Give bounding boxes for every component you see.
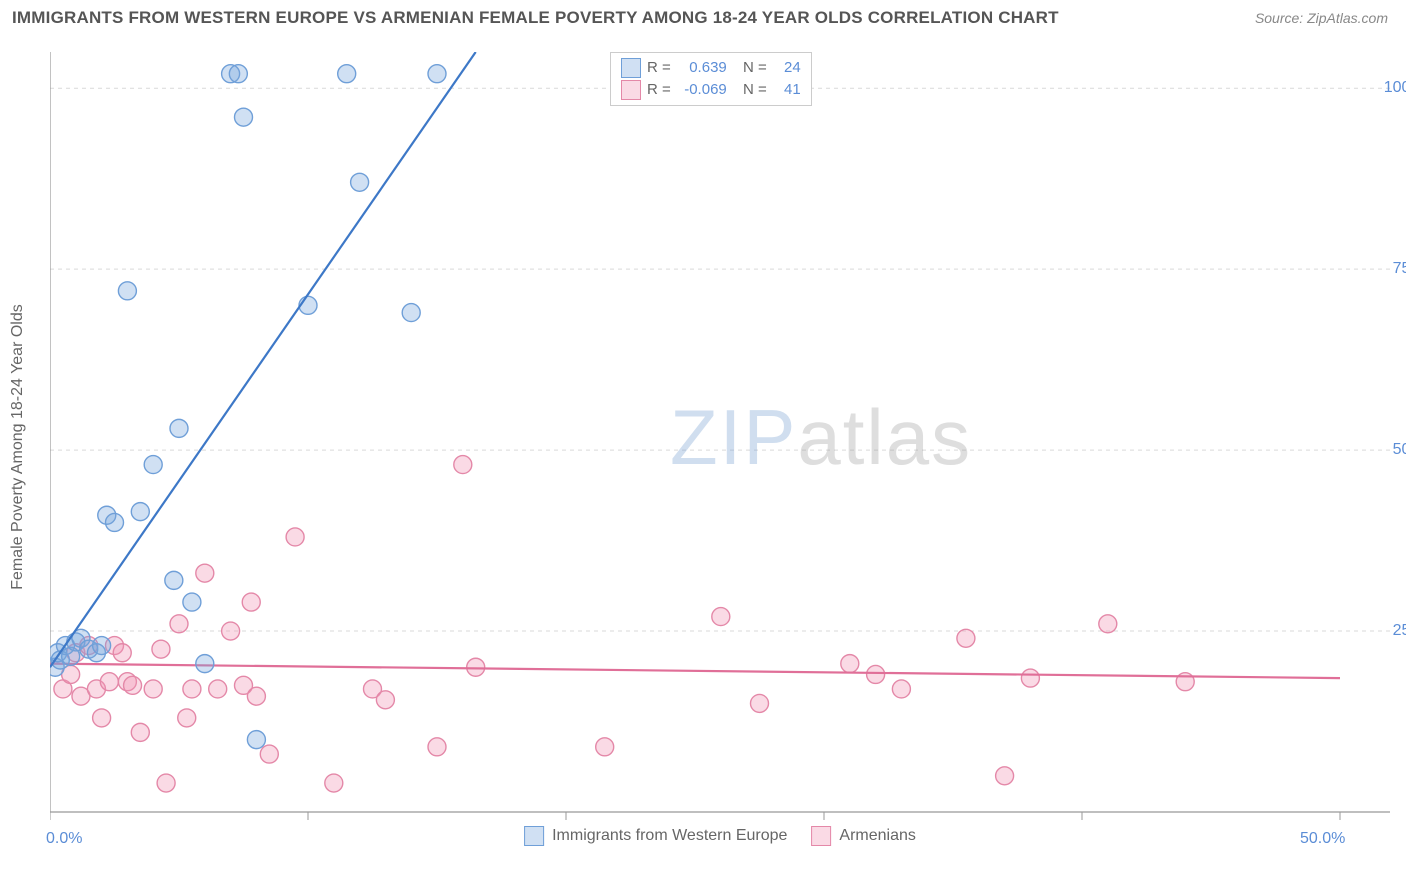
- x-tick-label: 50.0%: [1300, 830, 1345, 848]
- y-tick-label: 75.0%: [1393, 260, 1406, 278]
- r-value-a: 0.639: [677, 57, 727, 79]
- r-value-b: -0.069: [677, 79, 727, 101]
- chart-title: IMMIGRANTS FROM WESTERN EUROPE VS ARMENI…: [12, 8, 1059, 28]
- n-value-b: 41: [773, 79, 801, 101]
- swatch-series-a: [621, 58, 641, 78]
- legend-item-b: Armenians: [811, 826, 915, 846]
- x-tick-label: 0.0%: [46, 830, 82, 848]
- y-tick-label: 50.0%: [1393, 441, 1406, 459]
- n-value-a: 24: [773, 57, 801, 79]
- scatter-plot: [50, 52, 1390, 842]
- source-attribution: Source: ZipAtlas.com: [1255, 10, 1388, 26]
- correlation-legend: R = 0.639 N = 24 R = -0.069 N = 41: [610, 52, 812, 106]
- y-axis-label: Female Poverty Among 18-24 Year Olds: [9, 304, 27, 590]
- chart-area: Female Poverty Among 18-24 Year Olds R =…: [50, 52, 1390, 842]
- legend-row-series-a: R = 0.639 N = 24: [621, 57, 801, 79]
- y-tick-label: 25.0%: [1393, 622, 1406, 640]
- legend-row-series-b: R = -0.069 N = 41: [621, 79, 801, 101]
- series-legend: Immigrants from Western Europe Armenians: [524, 826, 916, 846]
- swatch-series-b-icon: [811, 826, 831, 846]
- y-tick-label: 100.0%: [1384, 79, 1406, 97]
- legend-item-a: Immigrants from Western Europe: [524, 826, 787, 846]
- swatch-series-b: [621, 80, 641, 100]
- swatch-series-a-icon: [524, 826, 544, 846]
